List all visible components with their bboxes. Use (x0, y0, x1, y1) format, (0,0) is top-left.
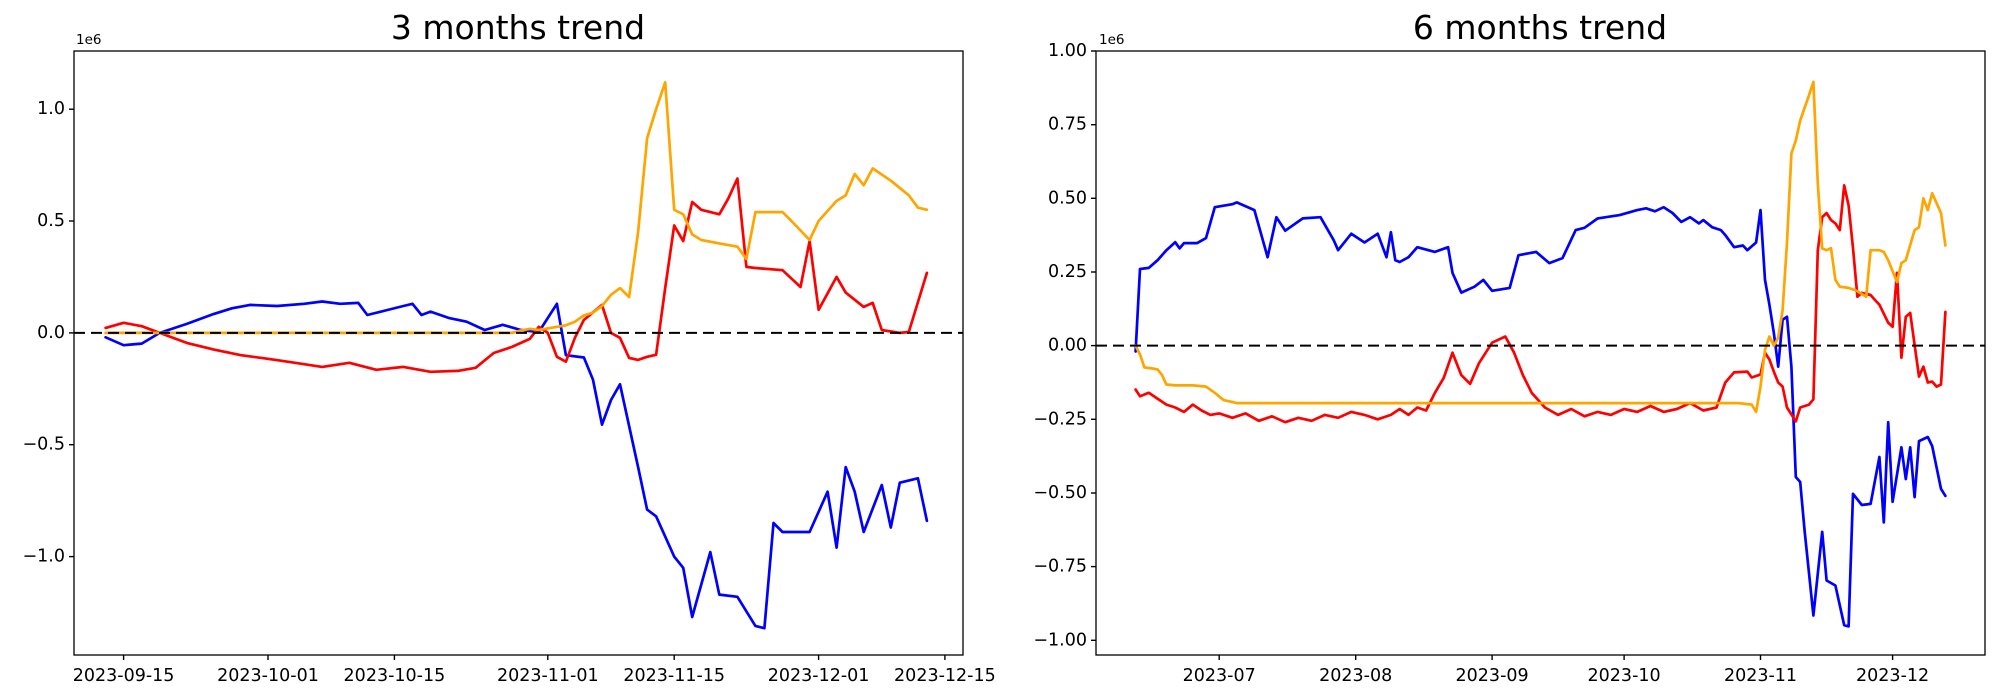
chart-0-group: 2023-09-15 2023-10-01 2023-10-15 2023-11-01… (23, 50, 996, 686)
plot-border (1095, 50, 1986, 656)
series-blue-line (104, 300, 929, 630)
y-axis-offset-label-right: 1e6 (1099, 32, 1125, 48)
y-tick-label: −0.75 (1033, 557, 1087, 577)
x-tick-label: 2023-12-15 (894, 666, 996, 686)
y-tick-label: −0.25 (1033, 409, 1087, 429)
y-tick-label: 0.50 (1048, 188, 1087, 208)
x-tick-label: 2023-11 (1724, 666, 1797, 686)
x-tick-label: 2023-08 (1319, 666, 1392, 686)
chart-title-3-months: 3 months trend (390, 8, 646, 47)
series-red-line (1134, 184, 1947, 424)
x-tick-label: 2023-10 (1588, 666, 1661, 686)
series-orange-line (1134, 80, 1947, 414)
chart-1-group: 2023-07 2023-08 2023-09 2023-10 2023-11 2023-… (1033, 41, 1986, 686)
x-tick-label: 2023-10-01 (217, 666, 319, 686)
series-red-line (104, 177, 929, 374)
y-tick-label: 0.5 (37, 211, 65, 231)
y-tick-label: 1.0 (37, 99, 65, 119)
y-tick-label: 0.00 (1048, 336, 1087, 356)
y-tick-label: −0.5 (23, 435, 66, 455)
y-tick-label: 0.0 (37, 323, 65, 343)
series-blue-line (1134, 201, 1947, 628)
x-tick-label: 2023-09 (1456, 666, 1529, 686)
y-tick-label: 0.75 (1048, 115, 1087, 135)
y-axis-offset-label-left: 1e6 (76, 32, 102, 48)
y-tick-label: −0.50 (1033, 483, 1087, 503)
x-tick-label: 2023-09-15 (73, 666, 175, 686)
y-tick-label: 1.00 (1048, 41, 1087, 61)
plot-border (73, 50, 964, 656)
x-tick-label: 2023-10-15 (344, 666, 446, 686)
y-tick-label: −1.0 (23, 547, 66, 567)
x-tick-label: 2023-11-01 (497, 666, 599, 686)
x-tick-label: 2023-11-15 (623, 666, 725, 686)
chart-title-6-months: 6 months trend (1412, 8, 1668, 47)
x-tick-label: 2023-12-01 (768, 666, 870, 686)
x-tick-label: 2023-12 (1856, 666, 1929, 686)
y-tick-label: 0.25 (1048, 262, 1087, 282)
y-tick-label: −1.00 (1033, 630, 1087, 650)
x-tick-label: 2023-07 (1183, 666, 1256, 686)
series-orange-line (104, 80, 929, 335)
